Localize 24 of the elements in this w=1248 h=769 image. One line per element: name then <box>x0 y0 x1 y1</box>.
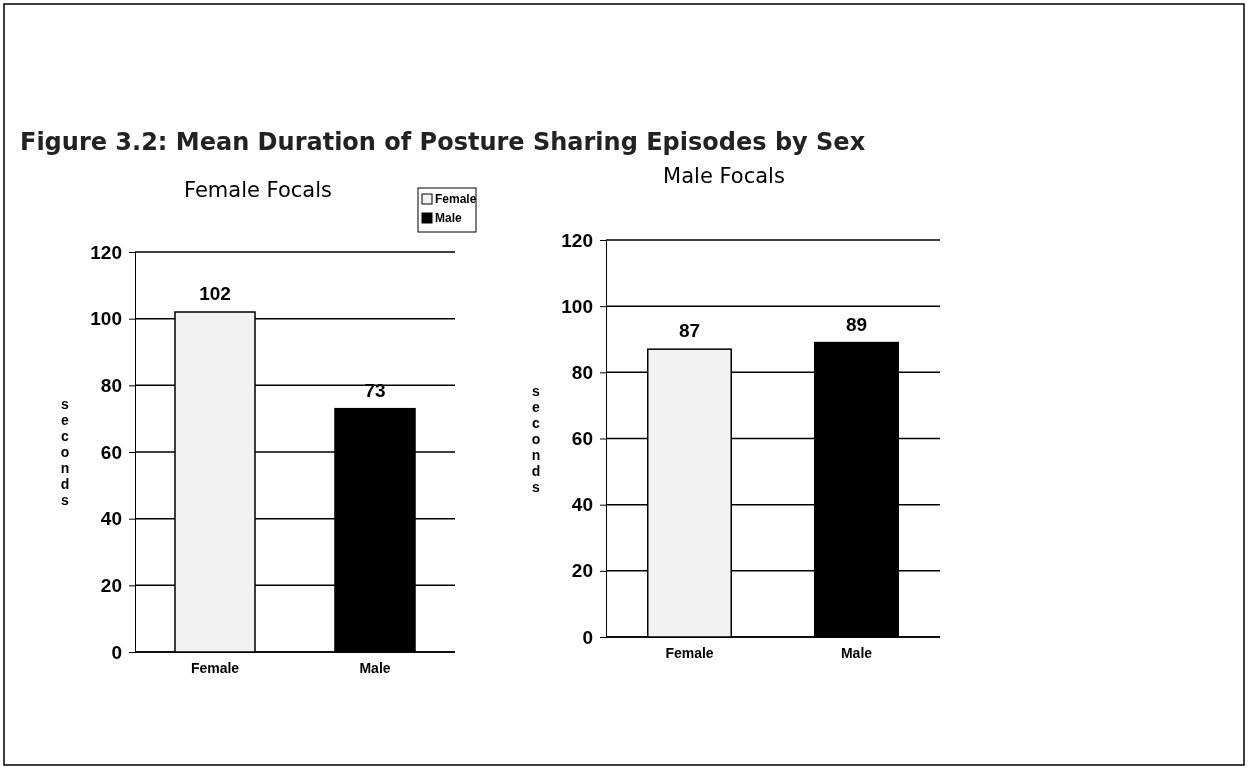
legend-label: Male <box>435 211 462 225</box>
y-tick-label: 40 <box>100 508 122 530</box>
y-tick-label: 40 <box>571 494 593 516</box>
y-tick-label: 100 <box>90 308 122 330</box>
y-tick-label: 80 <box>100 374 122 396</box>
y-axis-title: seconds <box>531 382 541 495</box>
data-label: 102 <box>199 283 231 304</box>
y-tick-label: 120 <box>561 229 593 251</box>
legend-label: Female <box>435 192 477 206</box>
y-tick-label: 20 <box>100 574 122 596</box>
y-tick-label: 0 <box>111 641 122 663</box>
y-tick-label: 120 <box>90 241 122 263</box>
y-tick-label: 60 <box>100 441 122 463</box>
chart-subtitle: Female Focals <box>184 178 332 202</box>
chart-subtitle: Male Focals <box>663 164 785 188</box>
y-tick-label: 60 <box>571 428 593 450</box>
y-tick-label: 0 <box>582 626 593 648</box>
data-label: 87 <box>678 320 701 342</box>
y-tick-label: 100 <box>561 295 593 317</box>
data-label: 89 <box>845 313 868 335</box>
chart-title: Figure 3.2: Mean Duration of Posture Sharing Episodes by Sex <box>20 128 866 156</box>
y-axis-title: seconds <box>60 396 70 508</box>
y-tick-label: 80 <box>571 361 593 383</box>
y-tick-label: 20 <box>571 560 593 582</box>
